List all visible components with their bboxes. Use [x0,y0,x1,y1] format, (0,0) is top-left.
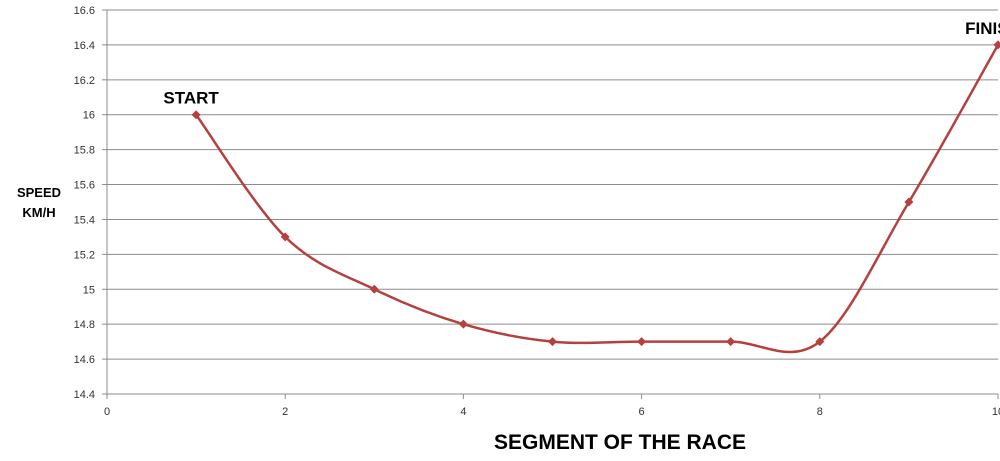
y-tick-label: 15 [83,284,95,296]
y-tick-label: 14.6 [74,354,95,366]
y-tick-label: 16.4 [74,40,95,52]
x-tick-label: 8 [817,406,823,418]
x-tick-label: 0 [104,406,110,418]
data-point-marker [726,337,736,347]
gridlines [107,9,998,395]
x-tick-labels: 0 2 4 6 8 10 [104,406,1000,418]
data-point-marker [993,40,1000,50]
y-tick-label: 16.6 [74,5,95,17]
y-tick-label: 14.8 [74,319,95,331]
data-point-marker [280,232,290,242]
annotations: START FINISH [163,19,1000,108]
y-tick-label: 15.6 [74,180,95,192]
x-axis-label: SEGMENT OF THE RACE [494,431,746,454]
annotation-label: FINISH [965,19,1000,38]
series-layer [191,40,1000,354]
y-tick-label: 15.4 [74,214,95,226]
data-point-marker [191,110,201,120]
series-line [195,44,1000,354]
axes [102,9,999,399]
y-tick-labels: 14.4 14.6 14.8 15 15.2 15.4 15.6 15.8 16 16.2 16.4… [74,5,95,401]
data-point-marker [369,284,379,294]
x-tick-label: 4 [460,406,466,418]
y-axis-label-line-2: KM/H [22,205,55,220]
data-point-marker [458,319,468,329]
data-point-marker [904,197,914,207]
x-tick-label: 6 [639,406,645,418]
x-tick-label: 10 [992,406,1000,418]
x-tick-label: 2 [282,406,288,418]
y-axis-label-line-1: SPEED [17,185,61,200]
y-tick-label: 15.2 [74,249,95,261]
y-tick-label: 15.8 [74,145,95,157]
data-point-marker [637,337,647,347]
y-tick-label: 14.4 [74,389,95,401]
annotation-label: START [163,89,219,108]
data-point-marker [815,337,825,347]
data-point-marker [548,337,557,347]
y-tick-label: 16 [83,110,95,122]
y-tick-label: 16.2 [74,75,95,87]
